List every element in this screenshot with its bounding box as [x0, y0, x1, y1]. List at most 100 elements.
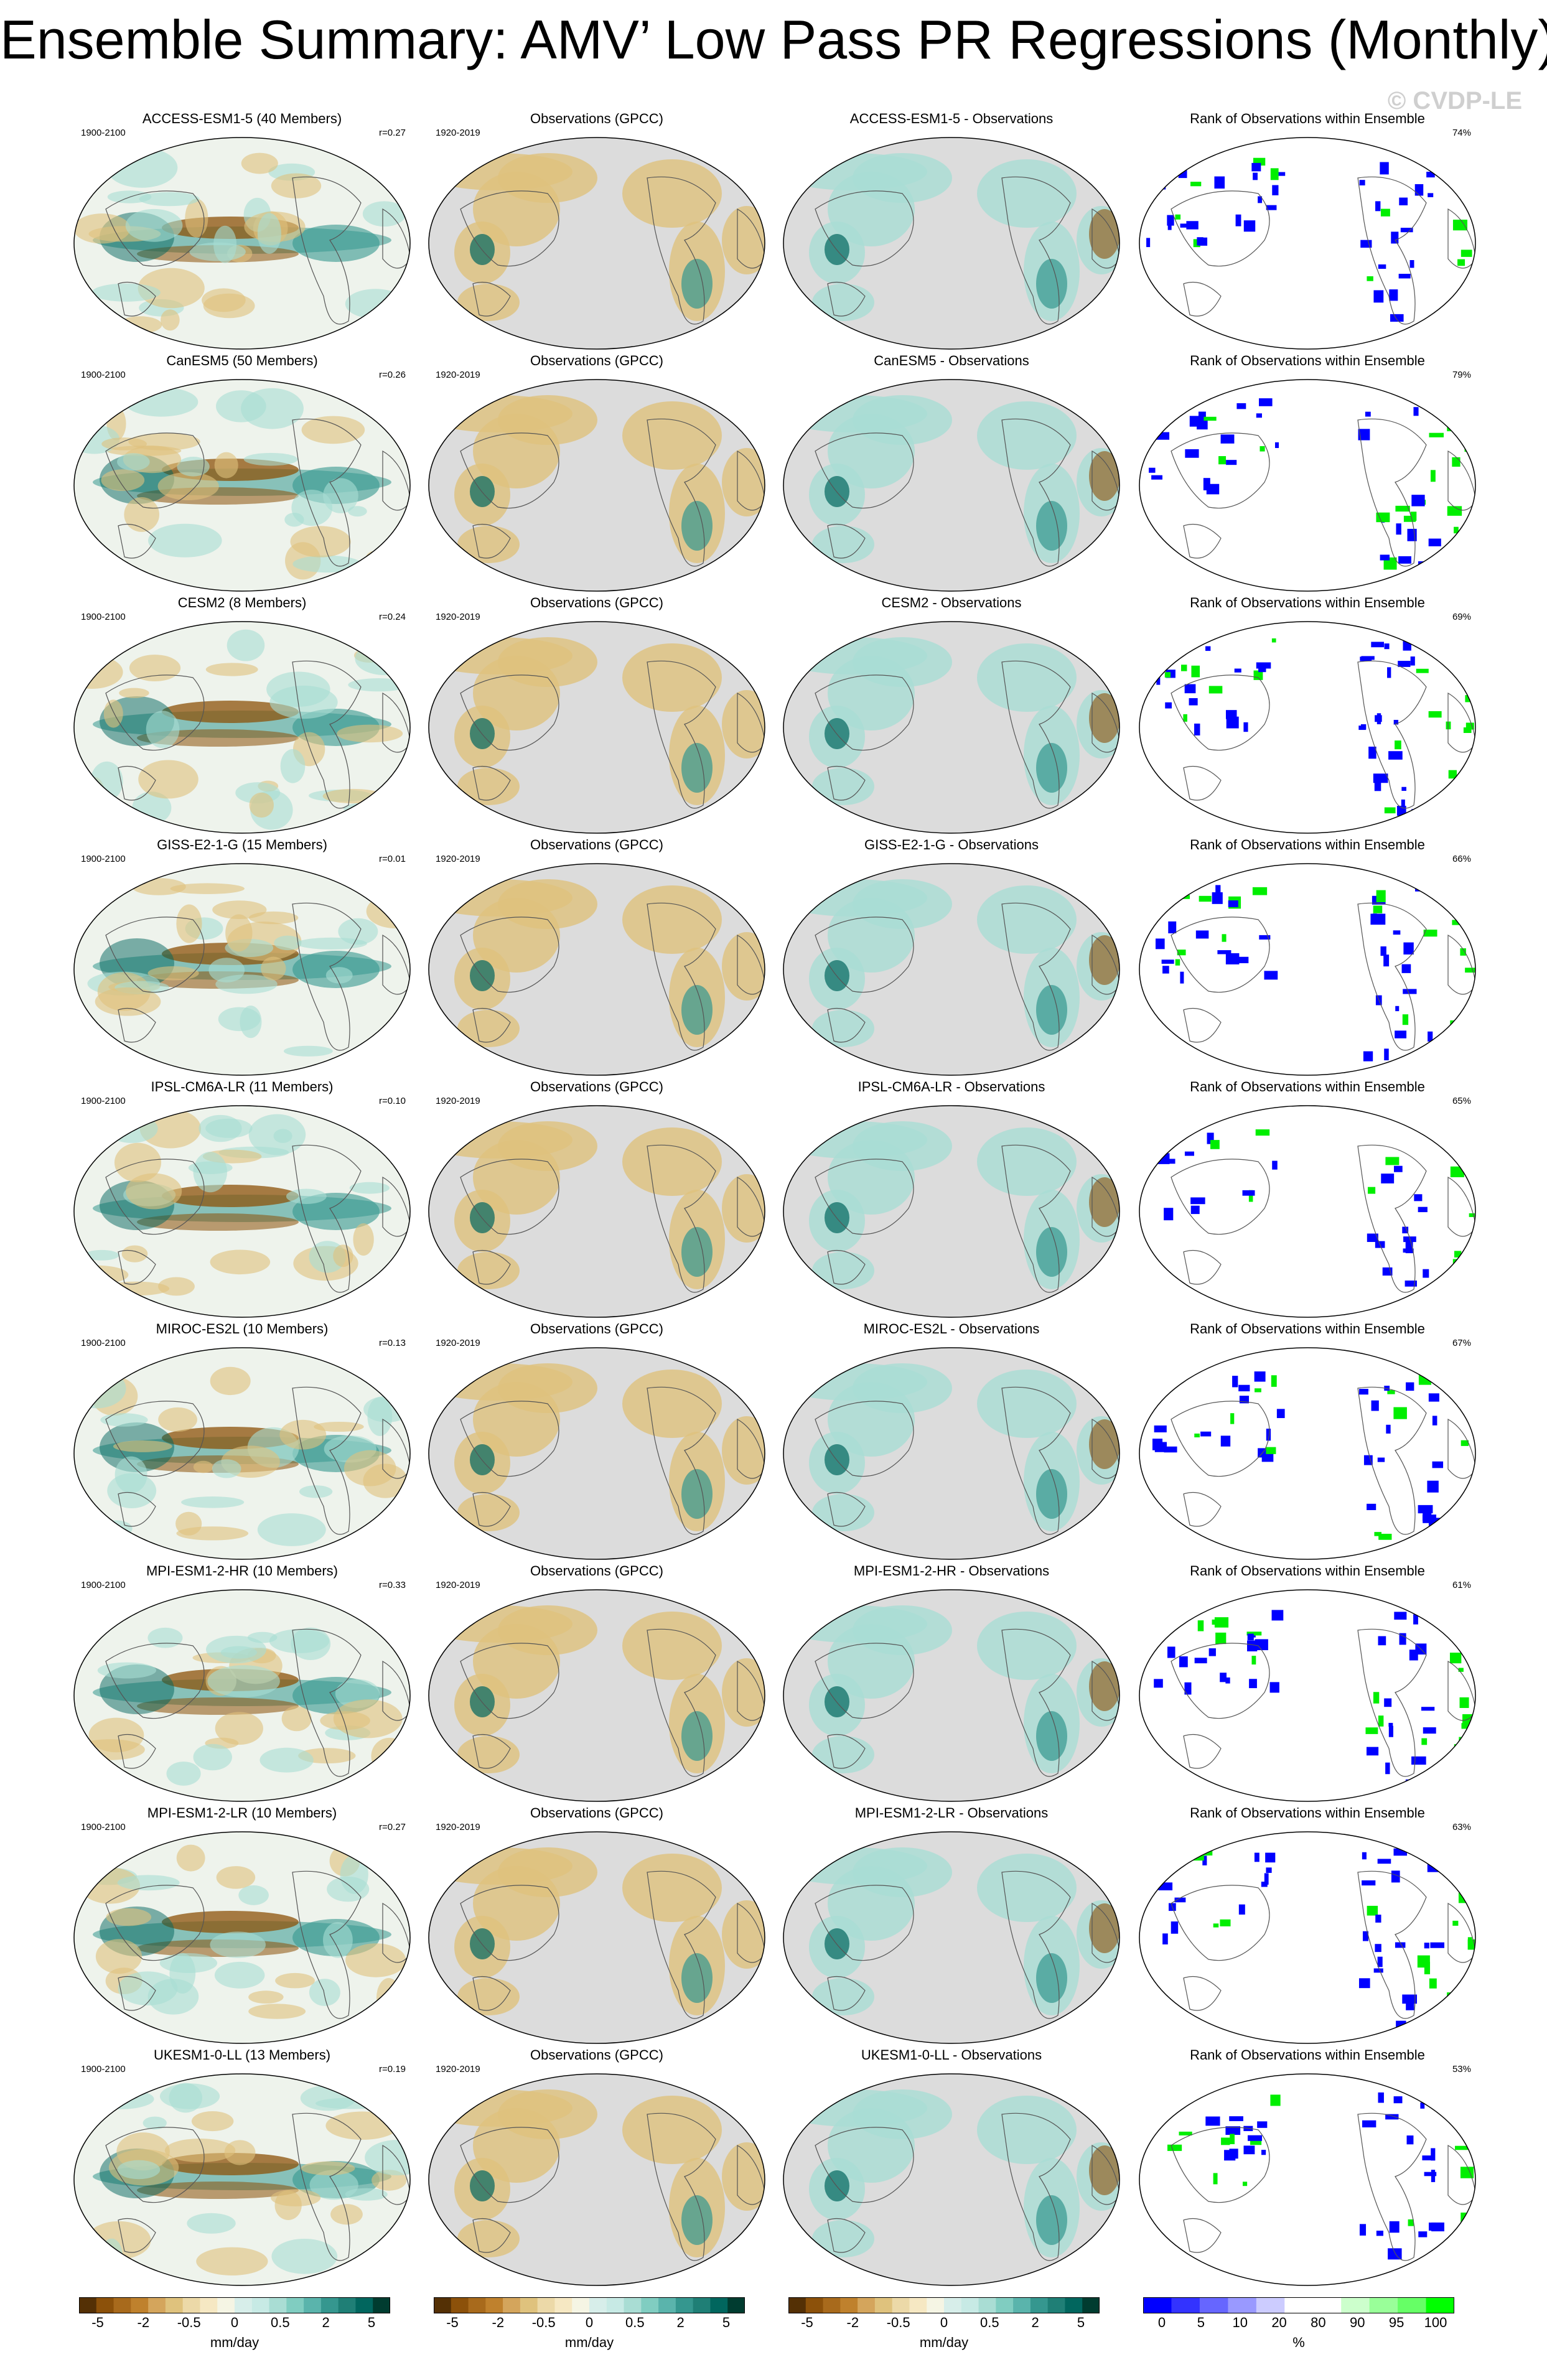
map-frame [428, 621, 765, 834]
coastlines [1171, 660, 1475, 809]
pattern-patch [365, 551, 384, 571]
rank-pixel [1422, 2155, 1432, 2160]
diff-panel: MPI-ESM1-2-HR - Observations [772, 1563, 1131, 1805]
land-field [825, 1686, 849, 1717]
colorbar-swatch [727, 2297, 745, 2313]
pattern-patch [185, 198, 208, 238]
colorbar-swatch [1341, 2297, 1370, 2313]
rank-pixel [1162, 1144, 1172, 1150]
pattern-patch [105, 1114, 158, 1143]
rank-pixel [1258, 663, 1266, 673]
colorbar-tick-label: 0 [585, 2315, 594, 2330]
rank-pixel [1272, 1160, 1278, 1170]
map-frame [783, 863, 1120, 1076]
pattern-correlation: r=0.33 [379, 1580, 406, 1590]
rank-pixel [1428, 538, 1441, 546]
obs-panel: Observations (GPCC) 1920-2019 [417, 2047, 777, 2289]
rank-pixel [1217, 950, 1232, 954]
map-frame [783, 2073, 1120, 2286]
pattern-patch [146, 711, 180, 749]
rank-pixel [1266, 1447, 1276, 1454]
land-field [681, 1227, 713, 1277]
colorbar-swatch [805, 2297, 824, 2313]
rank-pixel [1461, 1132, 1469, 1141]
pattern-patch [193, 1460, 213, 1473]
rank-pixel [1391, 231, 1399, 244]
rank-pixel [1378, 1715, 1384, 1727]
rank-pixel [1455, 1519, 1467, 1526]
land-field [470, 234, 495, 265]
pattern-patch [205, 663, 258, 676]
diff-map [783, 1347, 1120, 1560]
rank-pixel [1172, 879, 1184, 887]
rank-pixel [1395, 740, 1401, 750]
rank-pixel [1254, 1852, 1260, 1862]
rank-pixel [1215, 1632, 1227, 1645]
pattern-patch [210, 1931, 266, 1958]
land-field [470, 718, 495, 749]
colorbar-obs: -5 -2 -0.5 0 0.5 2 5 mm/day [434, 2297, 745, 2359]
colorbar-swatch [1047, 2297, 1065, 2313]
model-years: 1900-2100 [81, 1338, 126, 1348]
colorbar-swatch [909, 2297, 927, 2313]
rank-pixel [1161, 959, 1174, 964]
coastlines [815, 1628, 1119, 1777]
rank-pixel [1197, 237, 1203, 246]
rank-pixel [1452, 1531, 1459, 1543]
rank-pixel [1426, 171, 1435, 178]
rank-pixel [1372, 913, 1377, 919]
land-field [853, 2089, 952, 2139]
rank-percent: 69% [1452, 612, 1471, 622]
diff-panel: MIROC-ES2L - Observations [772, 1321, 1131, 1563]
rank-pixel [1373, 905, 1383, 913]
rank-pixel [1218, 456, 1227, 465]
rank-pixel [1377, 1956, 1383, 1967]
pattern-band [137, 1697, 299, 1715]
rank-pixel [1177, 950, 1186, 956]
rank-pixel [1174, 1897, 1186, 1903]
obs-years: 1920-2019 [436, 370, 480, 380]
rank-pixel [1257, 2121, 1268, 2128]
obs-title: Observations (GPCC) [530, 353, 663, 368]
land-field [977, 401, 1077, 470]
model-years: 1900-2100 [81, 854, 126, 864]
pattern-band [292, 225, 380, 262]
rank-map [1139, 1347, 1476, 1560]
colorbar-swatch [944, 2297, 962, 2313]
map-background [1139, 1590, 1475, 1801]
rank-pixel [1464, 1127, 1475, 1139]
colorbar-tick-label: -5 [91, 2315, 104, 2330]
land-field [681, 501, 713, 551]
model-panel: MIROC-ES2L (10 Members) 1900-2100 r=0.13 [62, 1321, 422, 1563]
obs-panel: Observations (GPCC) 1920-2019 [417, 837, 777, 1079]
map-frame [1139, 1105, 1476, 1318]
rank-pixel [1469, 1213, 1475, 1217]
rank-pixel [1405, 1241, 1413, 1254]
colorbar-swatch [468, 2297, 486, 2313]
land-field [722, 690, 765, 758]
rank-pixel [1376, 713, 1381, 724]
map-frame [428, 379, 765, 592]
land-field [853, 1121, 952, 1171]
rank-pixel [1253, 172, 1258, 180]
pattern-patch [367, 1397, 393, 1436]
rank-pixel [1207, 1132, 1214, 1144]
rank-pixel [1460, 2167, 1474, 2178]
land-field [457, 1010, 520, 1047]
colorbar-swatch [1030, 2297, 1049, 2313]
colorbar-tick-label: -0.5 [531, 2315, 556, 2330]
colorbar-tick-label: 0.5 [625, 2315, 645, 2330]
land-field [681, 1953, 713, 2003]
land-field [825, 1444, 849, 1475]
obs-years: 1920-2019 [436, 1096, 480, 1106]
colorbar-swatch [373, 2297, 390, 2313]
rank-pixel [1373, 773, 1388, 783]
panel-row: CanESM5 (50 Members) 1900-2100 r=0.26 Obser… [0, 353, 1547, 595]
map-background [1139, 864, 1475, 1075]
rank-pixel [1261, 1882, 1268, 1887]
map-frame [73, 137, 411, 350]
colorbar-swatch [304, 2297, 322, 2313]
map-frame [1139, 863, 1476, 1076]
coastlines [105, 1144, 410, 1293]
pattern-patch [345, 1943, 406, 1977]
